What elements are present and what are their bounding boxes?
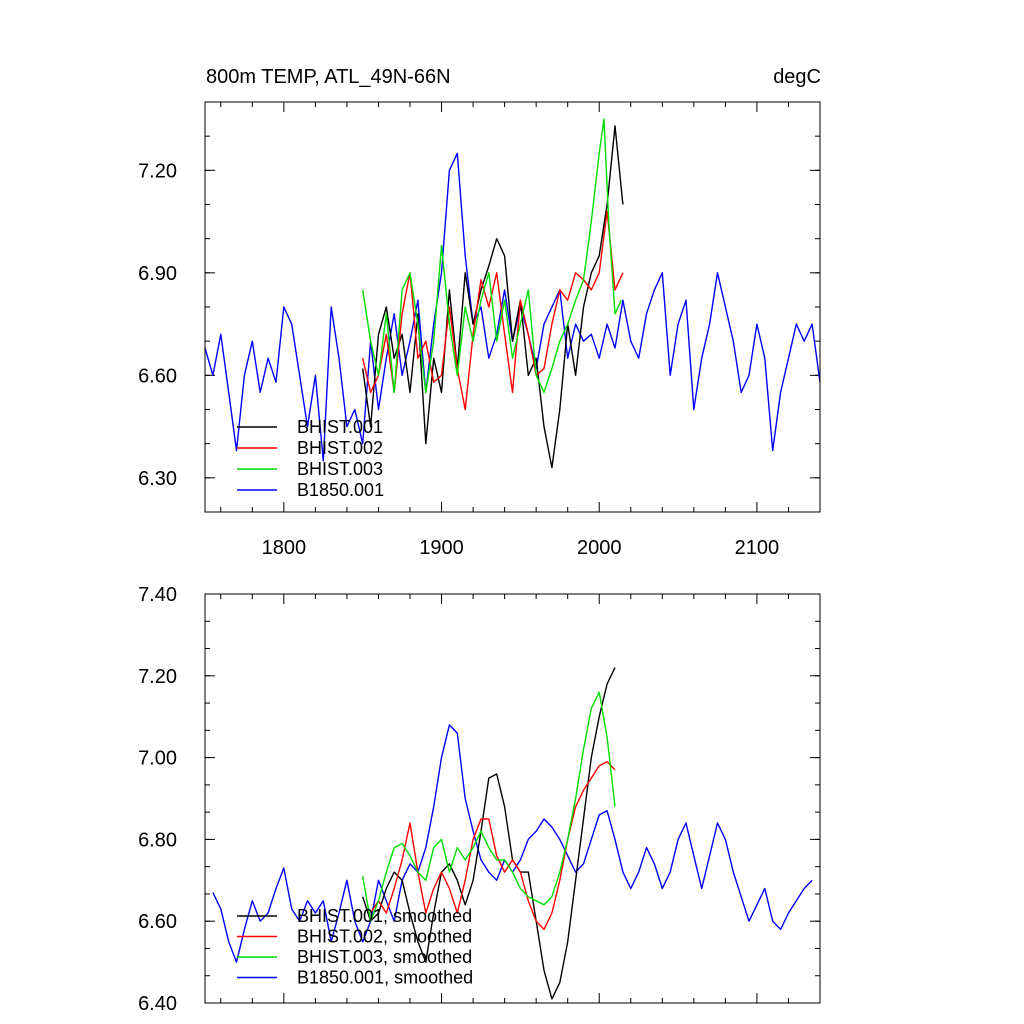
bottom-plot-frame: [204, 593, 821, 1004]
x-tick-label: 1900: [419, 537, 464, 559]
series-line-bhist-001-smoothed: [362, 667, 616, 1000]
y-tick-label: 6.80: [138, 829, 177, 851]
y-tick-label: 6.60: [138, 911, 177, 933]
series-line-bhist-002: [362, 210, 624, 411]
series-line-bhist-003-smoothed: [362, 691, 616, 922]
top-panel: 800m TEMP, ATL_49N-66N degC 1800 1900 2000…: [138, 66, 821, 559]
legend-entry: BHIST.001: [297, 417, 383, 437]
x-tick-label: 1800: [262, 537, 307, 559]
series-line-bhist-002-smoothed: [370, 761, 616, 931]
legend-entry: B1850.001: [297, 480, 384, 500]
y-tick-label: 7.20: [138, 666, 177, 688]
y-tick-label: 6.30: [138, 468, 177, 490]
legend-entry: BHIST.003, smoothed: [297, 947, 472, 967]
x-tick-label: 2000: [577, 537, 622, 559]
legend-entry: BHIST.003: [297, 459, 383, 479]
y-tick-label: 6.60: [138, 365, 177, 387]
chart-title: 800m TEMP, ATL_49N-66N: [206, 66, 451, 88]
series-line-bhist-003: [362, 118, 622, 394]
y-tick-label: 6.90: [138, 263, 177, 285]
series-line-b1850-001: [204, 152, 821, 462]
top-plot-frame: [204, 101, 821, 513]
y-tick-label: 7.20: [138, 160, 177, 182]
legend-entry: BHIST.002: [297, 438, 383, 458]
legend-entry: BHIST.002, smoothed: [297, 927, 472, 947]
x-tick-label: 2100: [735, 537, 780, 559]
units-label: degC: [773, 66, 821, 88]
y-tick-label: 6.40: [138, 993, 177, 1015]
legend-entry: B1850.001, smoothed: [297, 968, 473, 988]
bottom-panel: 6.40 6.60 6.80 7.00 7.20 7.40 BHIST.001, smoo…: [138, 584, 821, 1015]
series-line-bhist-001: [362, 125, 624, 469]
legend-entry: BHIST.001, smoothed: [297, 906, 472, 926]
y-tick-label: 7.40: [138, 584, 177, 606]
y-tick-label: 7.00: [138, 748, 177, 770]
